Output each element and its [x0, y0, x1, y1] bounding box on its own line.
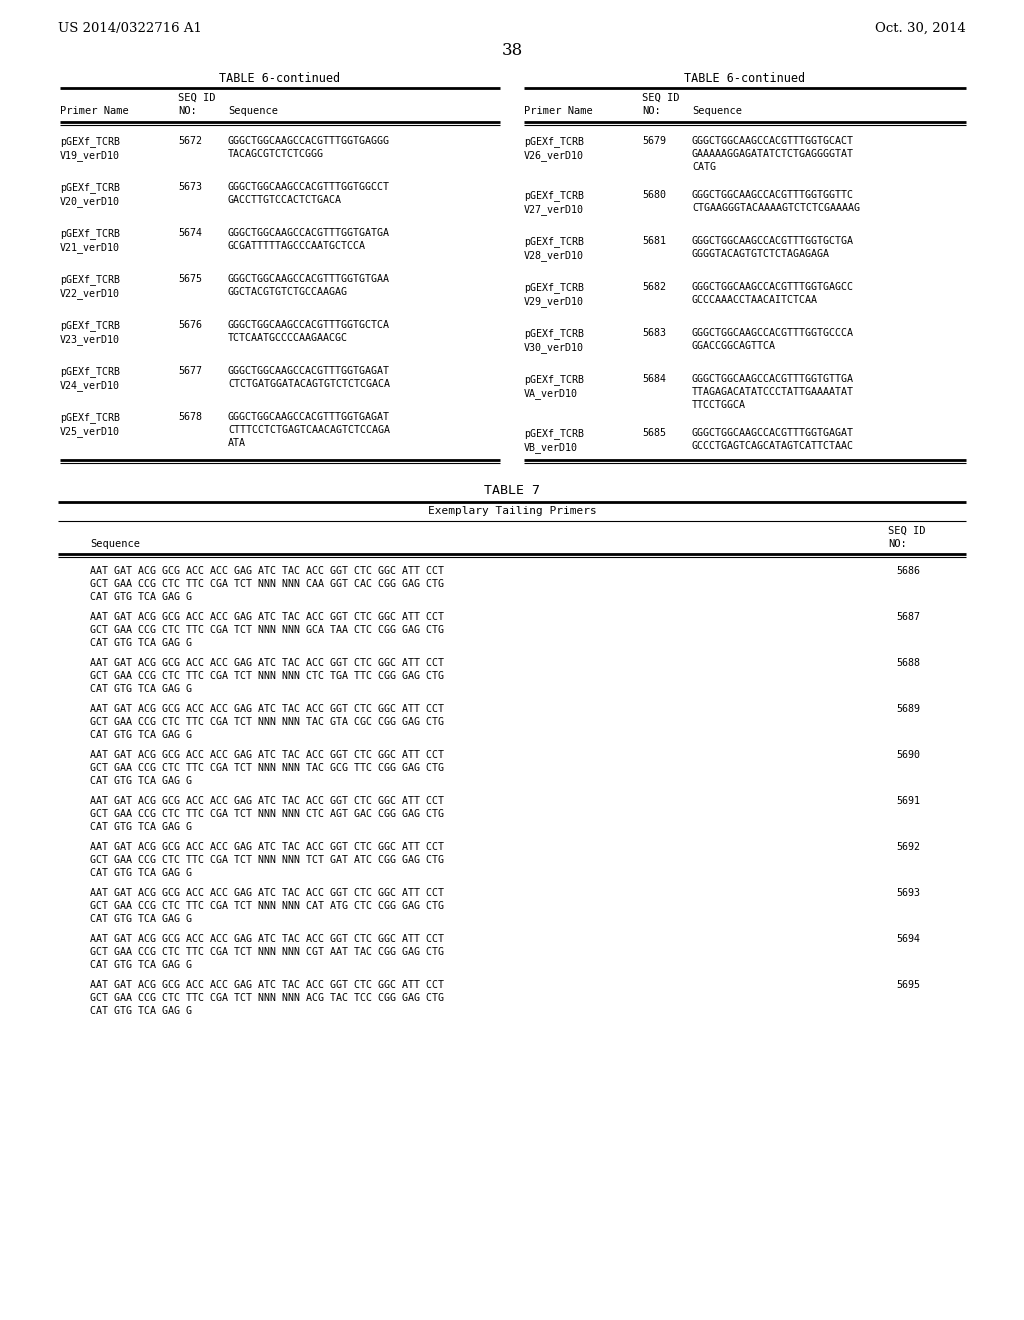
Text: pGEXf_TCRB
V30_verD10: pGEXf_TCRB V30_verD10 — [524, 327, 584, 352]
Text: Primer Name: Primer Name — [524, 106, 593, 116]
Text: pGEXf_TCRB
V23_verD10: pGEXf_TCRB V23_verD10 — [60, 319, 120, 345]
Text: GGGCTGGCAAGCCACGTTTGGTGTTGA
TTAGAGACATATCCCTATTGAAAATAT
TTCCTGGCA: GGGCTGGCAAGCCACGTTTGGTGTTGA TTAGAGACATAT… — [692, 374, 854, 409]
Text: AAT GAT ACG GCG ACC ACC GAG ATC TAC ACC GGT CTC GGC ATT CCT
GCT GAA CCG CTC TTC : AAT GAT ACG GCG ACC ACC GAG ATC TAC ACC … — [90, 796, 444, 832]
Text: TABLE 7: TABLE 7 — [484, 484, 540, 498]
Text: GGGCTGGCAAGCCACGTTTGGTGCCCA
GGACCGGCAGTTCA: GGGCTGGCAAGCCACGTTTGGTGCCCA GGACCGGCAGTT… — [692, 327, 854, 351]
Text: 5676: 5676 — [178, 319, 202, 330]
Text: 5684: 5684 — [642, 374, 666, 384]
Text: pGEXf_TCRB
VA_verD10: pGEXf_TCRB VA_verD10 — [524, 374, 584, 399]
Text: GGGCTGGCAAGCCACGTTTGGTGAGAT
GCCCTGAGTCAGCATAGTCATTCTAAC: GGGCTGGCAAGCCACGTTTGGTGAGAT GCCCTGAGTCAG… — [692, 428, 854, 451]
Text: Sequence: Sequence — [90, 539, 140, 549]
Text: GGGCTGGCAAGCCACGTTTGGTGCTGA
GGGGTACAGTGTCTCTAGAGAGA: GGGCTGGCAAGCCACGTTTGGTGCTGA GGGGTACAGTGT… — [692, 236, 854, 259]
Text: AAT GAT ACG GCG ACC ACC GAG ATC TAC ACC GGT CTC GGC ATT CCT
GCT GAA CCG CTC TTC : AAT GAT ACG GCG ACC ACC GAG ATC TAC ACC … — [90, 935, 444, 970]
Text: GGGCTGGCAAGCCACGTTTGGTGAGGG
TACAGCGTCTCTCGGG: GGGCTGGCAAGCCACGTTTGGTGAGGG TACAGCGTCTCT… — [228, 136, 390, 158]
Text: NO:: NO: — [888, 539, 906, 549]
Text: 5689: 5689 — [896, 704, 920, 714]
Text: pGEXf_TCRB
V29_verD10: pGEXf_TCRB V29_verD10 — [524, 282, 584, 306]
Text: GGGCTGGCAAGCCACGTTTGGTGGCCT
GACCTTGTCCACTCTGACA: GGGCTGGCAAGCCACGTTTGGTGGCCT GACCTTGTCCAC… — [228, 182, 390, 205]
Text: 5687: 5687 — [896, 612, 920, 622]
Text: 5693: 5693 — [896, 888, 920, 898]
Text: 5683: 5683 — [642, 327, 666, 338]
Text: 5679: 5679 — [642, 136, 666, 147]
Text: 5677: 5677 — [178, 366, 202, 376]
Text: 5678: 5678 — [178, 412, 202, 422]
Text: 5674: 5674 — [178, 228, 202, 238]
Text: GGGCTGGCAAGCCACGTTTGGTGCACT
GAAAAAGGAGATATCTCTGAGGGGTAT
CATG: GGGCTGGCAAGCCACGTTTGGTGCACT GAAAAAGGAGAT… — [692, 136, 854, 172]
Text: 5673: 5673 — [178, 182, 202, 191]
Text: AAT GAT ACG GCG ACC ACC GAG ATC TAC ACC GGT CTC GGC ATT CCT
GCT GAA CCG CTC TTC : AAT GAT ACG GCG ACC ACC GAG ATC TAC ACC … — [90, 750, 444, 785]
Text: GGGCTGGCAAGCCACGTTTGGTGAGAT
CTTTCCTCTGAGTCAACAGTCTCCAGA
ATA: GGGCTGGCAAGCCACGTTTGGTGAGAT CTTTCCTCTGAG… — [228, 412, 390, 447]
Text: pGEXf_TCRB
V20_verD10: pGEXf_TCRB V20_verD10 — [60, 182, 120, 207]
Text: AAT GAT ACG GCG ACC ACC GAG ATC TAC ACC GGT CTC GGC ATT CCT
GCT GAA CCG CTC TTC : AAT GAT ACG GCG ACC ACC GAG ATC TAC ACC … — [90, 842, 444, 878]
Text: pGEXf_TCRB
V24_verD10: pGEXf_TCRB V24_verD10 — [60, 366, 120, 391]
Text: AAT GAT ACG GCG ACC ACC GAG ATC TAC ACC GGT CTC GGC ATT CCT
GCT GAA CCG CTC TTC : AAT GAT ACG GCG ACC ACC GAG ATC TAC ACC … — [90, 657, 444, 693]
Text: 5688: 5688 — [896, 657, 920, 668]
Text: 5672: 5672 — [178, 136, 202, 147]
Text: 5685: 5685 — [642, 428, 666, 438]
Text: pGEXf_TCRB
V26_verD10: pGEXf_TCRB V26_verD10 — [524, 136, 584, 161]
Text: TABLE 6-continued: TABLE 6-continued — [219, 73, 341, 84]
Text: pGEXf_TCRB
V21_verD10: pGEXf_TCRB V21_verD10 — [60, 228, 120, 252]
Text: NO:: NO: — [642, 106, 660, 116]
Text: NO:: NO: — [178, 106, 197, 116]
Text: pGEXf_TCRB
V25_verD10: pGEXf_TCRB V25_verD10 — [60, 412, 120, 437]
Text: US 2014/0322716 A1: US 2014/0322716 A1 — [58, 22, 202, 36]
Text: SEQ ID: SEQ ID — [178, 92, 215, 103]
Text: GGGCTGGCAAGCCACGTTTGGTGGTTC
CTGAAGGGTACAAAAGTCTCTCGAAAAG: GGGCTGGCAAGCCACGTTTGGTGGTTC CTGAAGGGTACA… — [692, 190, 860, 213]
Text: Sequence: Sequence — [228, 106, 278, 116]
Text: Exemplary Tailing Primers: Exemplary Tailing Primers — [428, 506, 596, 516]
Text: pGEXf_TCRB
V28_verD10: pGEXf_TCRB V28_verD10 — [524, 236, 584, 260]
Text: AAT GAT ACG GCG ACC ACC GAG ATC TAC ACC GGT CTC GGC ATT CCT
GCT GAA CCG CTC TTC : AAT GAT ACG GCG ACC ACC GAG ATC TAC ACC … — [90, 888, 444, 924]
Text: GGGCTGGCAAGCCACGTTTGGTGATGA
GCGATTTTTAGCCCAATGCTCCA: GGGCTGGCAAGCCACGTTTGGTGATGA GCGATTTTTAGC… — [228, 228, 390, 251]
Text: AAT GAT ACG GCG ACC ACC GAG ATC TAC ACC GGT CTC GGC ATT CCT
GCT GAA CCG CTC TTC : AAT GAT ACG GCG ACC ACC GAG ATC TAC ACC … — [90, 612, 444, 648]
Text: Oct. 30, 2014: Oct. 30, 2014 — [876, 22, 966, 36]
Text: 5681: 5681 — [642, 236, 666, 246]
Text: GGGCTGGCAAGCCACGTTTGGTGAGCC
GCCCAAACCTAACAITCTCAA: GGGCTGGCAAGCCACGTTTGGTGAGCC GCCCAAACCTAA… — [692, 282, 854, 305]
Text: 5692: 5692 — [896, 842, 920, 851]
Text: 5691: 5691 — [896, 796, 920, 807]
Text: TABLE 6-continued: TABLE 6-continued — [684, 73, 806, 84]
Text: SEQ ID: SEQ ID — [642, 92, 680, 103]
Text: SEQ ID: SEQ ID — [888, 525, 926, 536]
Text: GGGCTGGCAAGCCACGTTTGGTGAGAT
CTCTGATGGATACAGTGTCTCTCGACA: GGGCTGGCAAGCCACGTTTGGTGAGAT CTCTGATGGATA… — [228, 366, 390, 389]
Text: 5694: 5694 — [896, 935, 920, 944]
Text: AAT GAT ACG GCG ACC ACC GAG ATC TAC ACC GGT CTC GGC ATT CCT
GCT GAA CCG CTC TTC : AAT GAT ACG GCG ACC ACC GAG ATC TAC ACC … — [90, 566, 444, 602]
Text: AAT GAT ACG GCG ACC ACC GAG ATC TAC ACC GGT CTC GGC ATT CCT
GCT GAA CCG CTC TTC : AAT GAT ACG GCG ACC ACC GAG ATC TAC ACC … — [90, 979, 444, 1015]
Text: 38: 38 — [502, 42, 522, 59]
Text: pGEXf_TCRB
V27_verD10: pGEXf_TCRB V27_verD10 — [524, 190, 584, 215]
Text: 5680: 5680 — [642, 190, 666, 201]
Text: GGGCTGGCAAGCCACGTTTGGTGCTCA
TCTCAATGCCCCAAGAACGC: GGGCTGGCAAGCCACGTTTGGTGCTCA TCTCAATGCCCC… — [228, 319, 390, 343]
Text: Sequence: Sequence — [692, 106, 742, 116]
Text: pGEXf_TCRB
V22_verD10: pGEXf_TCRB V22_verD10 — [60, 275, 120, 298]
Text: Primer Name: Primer Name — [60, 106, 129, 116]
Text: GGGCTGGCAAGCCACGTTTGGTGTGAA
GGCTACGTGTCTGCCAAGAG: GGGCTGGCAAGCCACGTTTGGTGTGAA GGCTACGTGTCT… — [228, 275, 390, 297]
Text: 5675: 5675 — [178, 275, 202, 284]
Text: AAT GAT ACG GCG ACC ACC GAG ATC TAC ACC GGT CTC GGC ATT CCT
GCT GAA CCG CTC TTC : AAT GAT ACG GCG ACC ACC GAG ATC TAC ACC … — [90, 704, 444, 739]
Text: 5695: 5695 — [896, 979, 920, 990]
Text: 5686: 5686 — [896, 566, 920, 576]
Text: pGEXf_TCRB
V19_verD10: pGEXf_TCRB V19_verD10 — [60, 136, 120, 161]
Text: 5690: 5690 — [896, 750, 920, 760]
Text: pGEXf_TCRB
VB_verD10: pGEXf_TCRB VB_verD10 — [524, 428, 584, 453]
Text: 5682: 5682 — [642, 282, 666, 292]
